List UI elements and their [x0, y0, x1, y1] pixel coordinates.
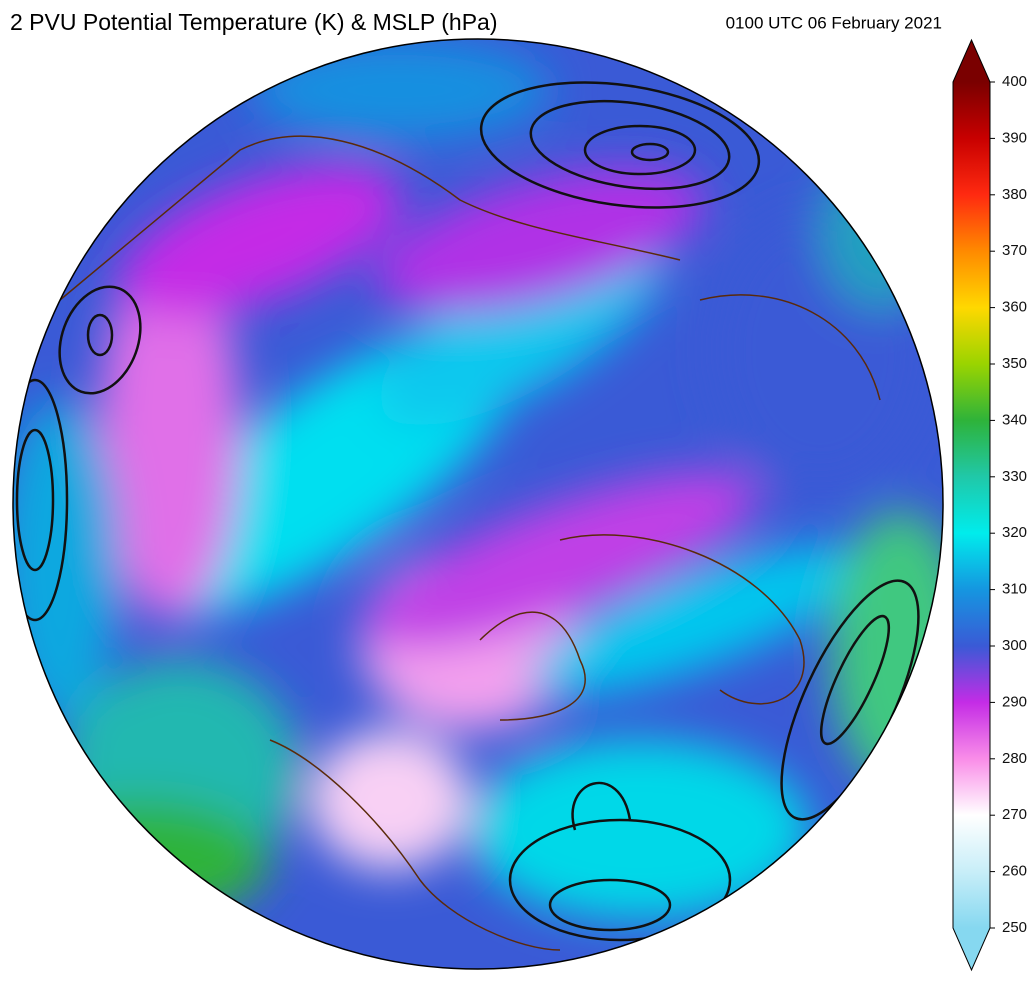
- pressure-contours: [13, 81, 920, 942]
- colorbar-tick-label: 250: [1002, 919, 1027, 936]
- colorbar-tick-label: 400: [1002, 73, 1027, 90]
- colorbar-tick-label: 340: [1002, 411, 1027, 428]
- colorbar-tick-label: 320: [1002, 524, 1027, 541]
- colorbar-tick-label: 380: [1002, 186, 1027, 203]
- valid-time: 0100 UTC 06 February 2021: [726, 13, 942, 32]
- colorbar-tick-label: 310: [1002, 581, 1027, 598]
- coastlines: [59, 135, 881, 951]
- globe-outline: [12, 38, 944, 970]
- map-title: 2 PVU Potential Temperature (K) & MSLP (…: [10, 9, 497, 35]
- colorbar-tick-label: 330: [1002, 468, 1027, 485]
- colorbar-tick-label: 260: [1002, 863, 1027, 880]
- colorbar-tick-label: 370: [1002, 242, 1027, 259]
- colorbar-tick-label: 290: [1002, 693, 1027, 710]
- map-field: [13, 39, 943, 969]
- colorbar-tick-label: 360: [1002, 299, 1027, 316]
- colorbar: 250 260 270 280 290 300 310 320 330 340 350 360 370 3…: [952, 38, 1027, 972]
- colorbar-bottom-extend: [953, 928, 990, 970]
- colorbar-tick-label: 280: [1002, 750, 1027, 767]
- colorbar-tick-label: 390: [1002, 129, 1027, 146]
- colorbar-body: [953, 82, 990, 928]
- colorbar-tick-label: 300: [1002, 637, 1027, 654]
- colorbar-top-extend: [953, 40, 990, 82]
- colorbar-tick-label: 270: [1002, 806, 1027, 823]
- colorbar-tick-label: 350: [1002, 355, 1027, 372]
